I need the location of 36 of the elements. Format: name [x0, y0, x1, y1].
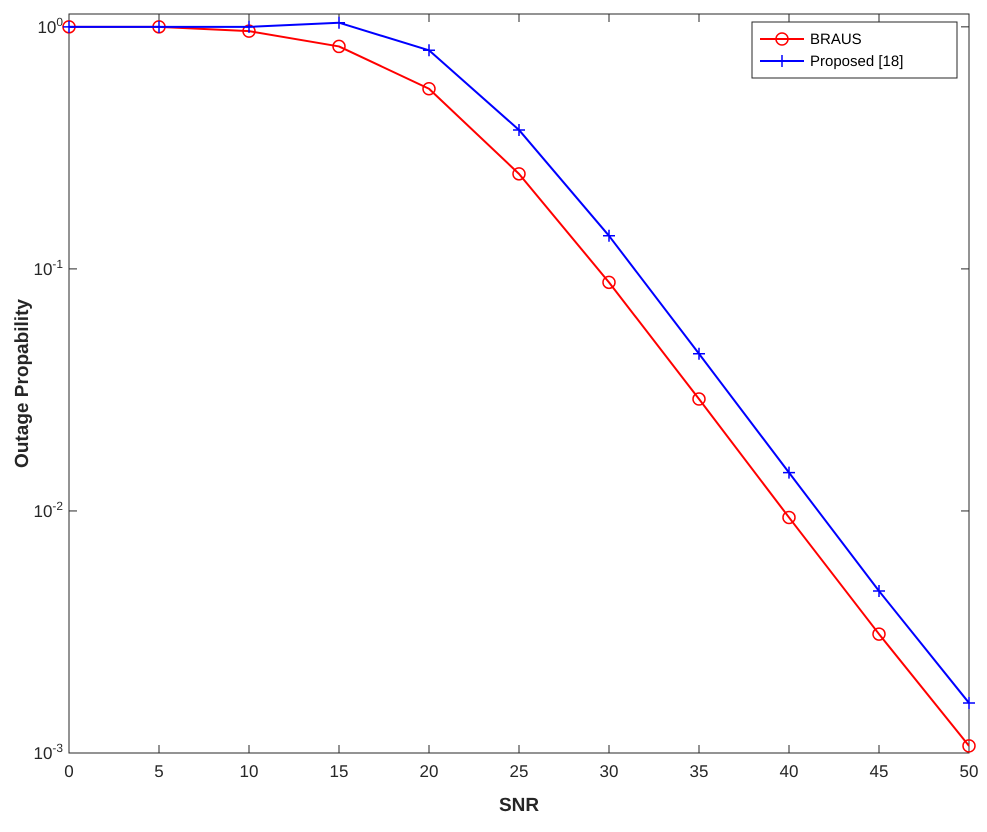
point — [332, 40, 346, 54]
x-tick-label: 10 — [240, 762, 258, 781]
y-tick-label: 10$^{-1}$ — [34, 256, 64, 279]
point — [242, 24, 256, 38]
x-axis-title: SNR — [498, 795, 540, 816]
legend-label: BRAUS — [810, 31, 862, 48]
point — [872, 627, 886, 641]
x-tick-label: 20 — [420, 762, 438, 781]
point — [872, 584, 886, 598]
x-tick-label: 30 — [600, 762, 618, 781]
point — [602, 229, 616, 243]
x-tick-label: 45 — [870, 762, 888, 781]
point — [512, 123, 526, 137]
point — [512, 167, 526, 181]
point — [692, 347, 706, 361]
point — [962, 739, 976, 753]
point — [602, 276, 616, 290]
y-tick-label: 10$^{-2}$ — [34, 498, 64, 521]
point — [692, 392, 706, 406]
y-tick-label: 10$^{0}$ — [37, 14, 64, 37]
point — [782, 466, 796, 480]
point — [422, 82, 436, 96]
y-tick-label: 10$^{-3}$ — [34, 741, 64, 763]
x-tick-label: 40 — [780, 762, 798, 781]
point — [242, 20, 256, 34]
legend-label: Proposed [18] — [810, 53, 904, 70]
point — [422, 44, 436, 58]
x-tick-label: 0 — [64, 762, 74, 781]
x-tick-label: 35 — [690, 762, 708, 781]
x-tick-label: 15 — [330, 762, 348, 781]
x-tick-label: 5 — [154, 762, 164, 781]
y-axis-title: Outage Propability — [12, 298, 33, 468]
x-tick-label: 50 — [960, 762, 978, 781]
x-tick-label: 25 — [510, 762, 528, 781]
point — [782, 510, 796, 524]
point — [962, 696, 976, 710]
